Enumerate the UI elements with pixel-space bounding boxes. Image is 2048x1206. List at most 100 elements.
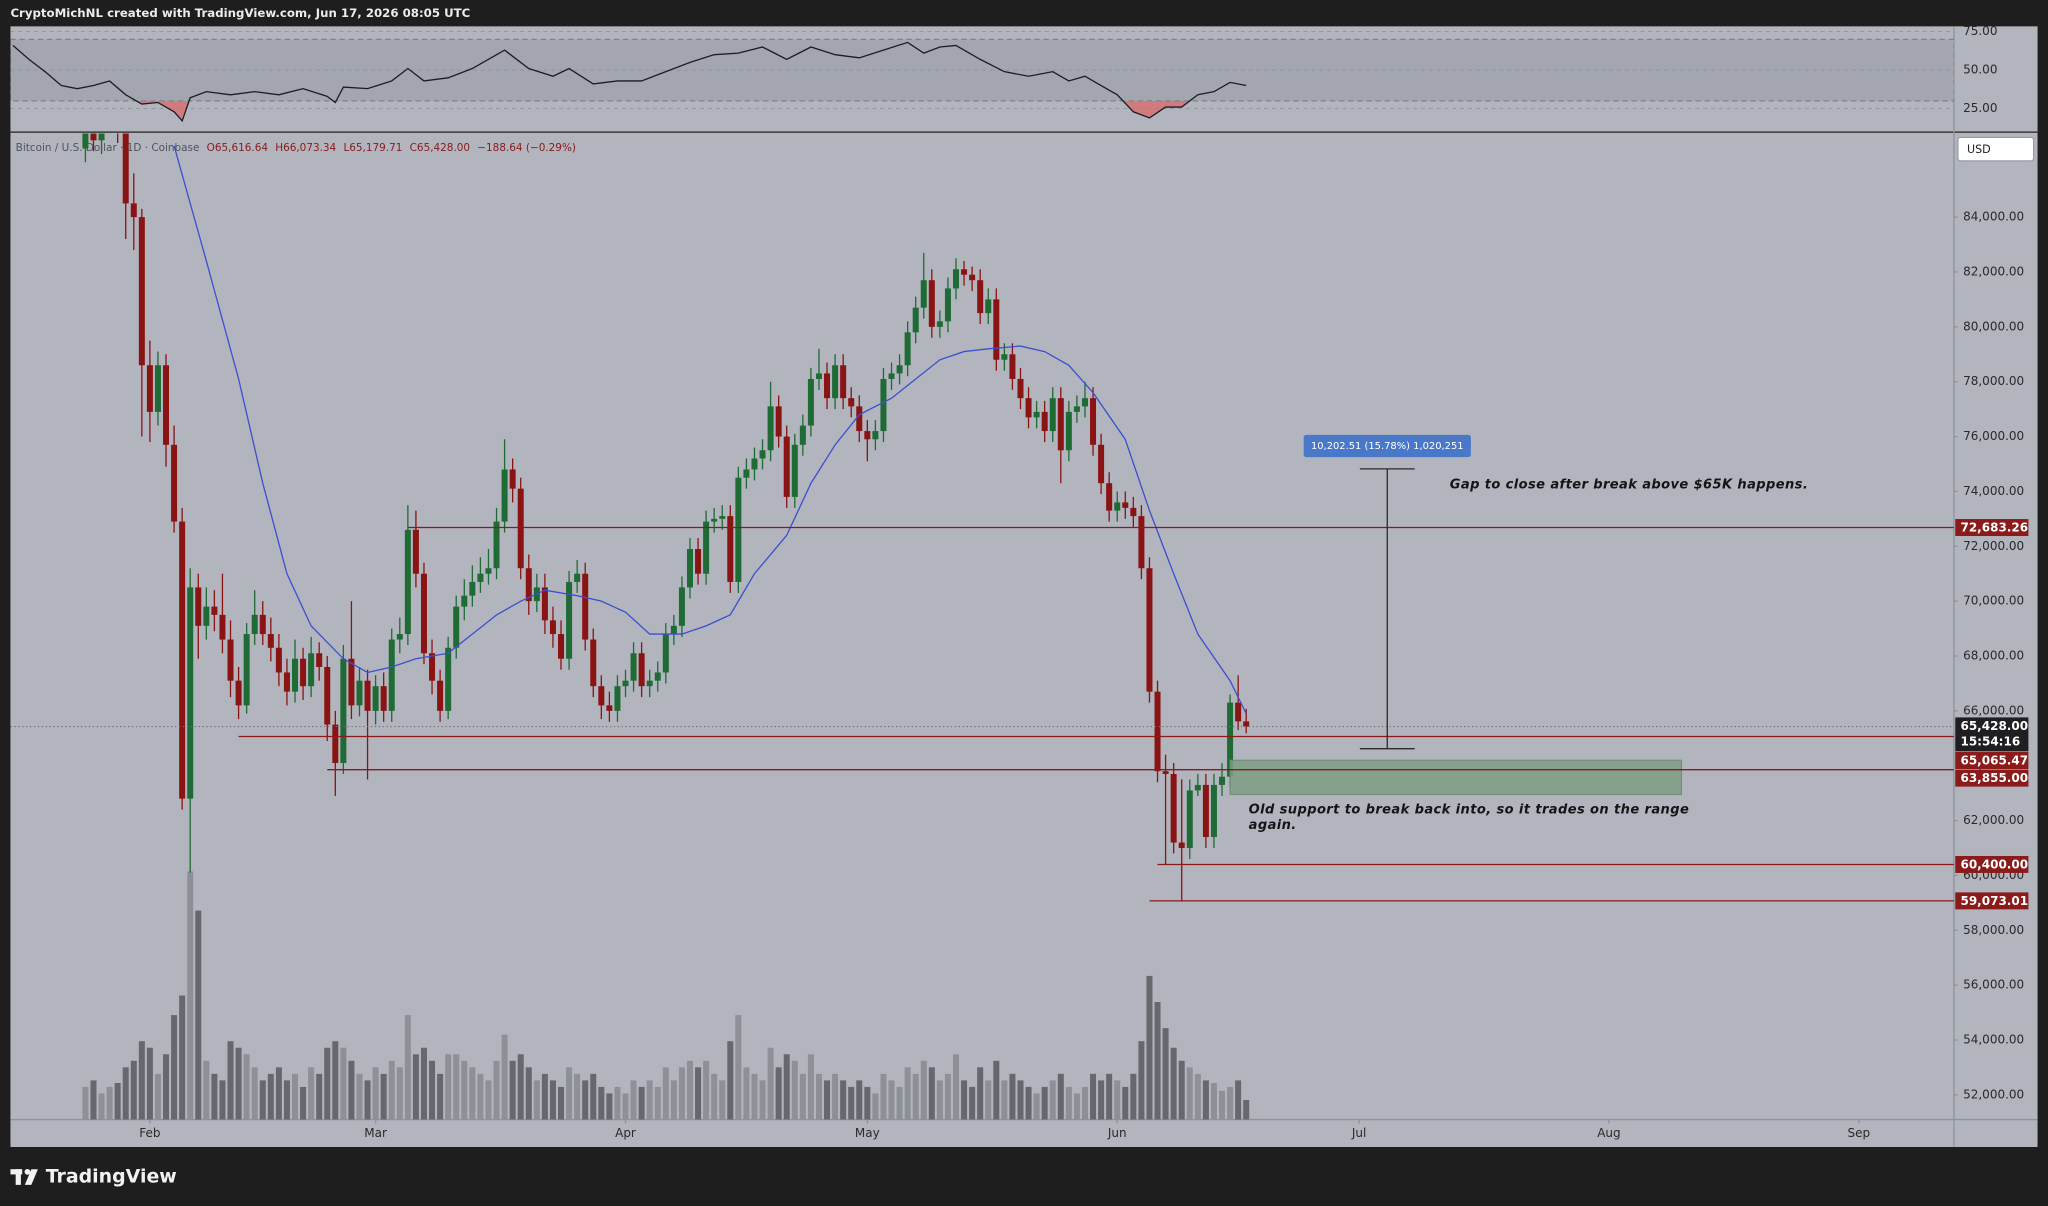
- candle-body: [1001, 354, 1008, 360]
- volume-bar: [1138, 1041, 1145, 1120]
- volume-bar: [686, 1060, 693, 1120]
- candle-body: [912, 307, 919, 333]
- volume-bar: [936, 1080, 943, 1120]
- x-tick-label: Aug: [1597, 1126, 1620, 1140]
- volume-bar: [711, 1073, 718, 1120]
- volume-bar: [888, 1080, 895, 1120]
- volume-bar: [485, 1080, 492, 1120]
- candle-body: [1073, 406, 1080, 412]
- volume-bar: [461, 1060, 468, 1120]
- currency-box[interactable]: [1957, 136, 2035, 162]
- volume-bar: [453, 1054, 460, 1120]
- candle-body: [751, 458, 758, 470]
- candle-body: [872, 431, 879, 440]
- candle-body: [856, 406, 863, 432]
- candle-body: [332, 724, 339, 763]
- volume-bar: [146, 1047, 153, 1120]
- volume-bar: [985, 1080, 992, 1120]
- candle-body: [437, 680, 444, 711]
- volume-bar: [525, 1067, 532, 1120]
- candle-body: [243, 634, 250, 706]
- candle-body: [549, 620, 556, 635]
- candle-body: [791, 444, 798, 497]
- candle-body: [1210, 784, 1217, 838]
- volume-bar: [912, 1073, 919, 1120]
- level-tag: [1955, 769, 2029, 787]
- volume-bar: [1194, 1073, 1201, 1120]
- volume-bar: [388, 1060, 395, 1120]
- candle-body: [453, 606, 460, 648]
- volume-bar: [1210, 1083, 1217, 1120]
- candle-body: [259, 614, 266, 635]
- x-tick-label: Mar: [364, 1126, 387, 1140]
- candle-body: [904, 332, 911, 366]
- volume-bar: [259, 1080, 266, 1120]
- x-tick-label: Jun: [1107, 1126, 1127, 1140]
- level-tag: [1955, 752, 2029, 769]
- volume-bar: [267, 1073, 274, 1120]
- volume-bar: [404, 1015, 411, 1120]
- candle-body: [703, 521, 710, 574]
- candle-body: [896, 365, 903, 374]
- volume-bar: [719, 1080, 726, 1120]
- currency-label[interactable]: USD: [1967, 143, 1991, 156]
- candle-body: [783, 436, 790, 497]
- volume-bar: [630, 1080, 637, 1120]
- volume-bar: [695, 1067, 702, 1120]
- candle-body: [227, 639, 234, 681]
- volume-bar: [291, 1073, 299, 1120]
- candle-body: [1235, 702, 1242, 722]
- volume-bar: [670, 1080, 677, 1120]
- volume-bar: [1130, 1073, 1137, 1120]
- volume-bar: [856, 1080, 863, 1120]
- volume-bar: [1202, 1080, 1209, 1120]
- volume-bar: [154, 1073, 161, 1120]
- volume-bar: [356, 1073, 363, 1120]
- candle-body: [775, 406, 782, 437]
- candle-body: [969, 274, 976, 281]
- candle-body: [98, 133, 105, 141]
- y-tick-label: 58,000.00: [1963, 923, 2024, 937]
- candle-body: [961, 269, 968, 275]
- candle-body: [380, 686, 387, 711]
- candle-body: [815, 373, 822, 379]
- candle-body: [1106, 483, 1113, 511]
- x-tick-label: Jul: [1351, 1126, 1366, 1140]
- volume-bar: [106, 1086, 113, 1120]
- volume-bar: [622, 1093, 629, 1120]
- rsi-plot: [10, 31, 1954, 123]
- candle-body: [493, 521, 500, 569]
- candle-body: [146, 365, 153, 412]
- volume-bar: [727, 1041, 734, 1120]
- candle-body: [993, 299, 1000, 360]
- candle-body: [686, 549, 693, 588]
- candle-body: [1033, 411, 1040, 418]
- candle-body: [985, 299, 992, 314]
- y-tick-label: 82,000.00: [1963, 264, 2024, 278]
- candle-body: [340, 658, 347, 763]
- moving-average: [173, 145, 1247, 714]
- candle-body: [695, 549, 702, 574]
- volume-bar: [1170, 1047, 1177, 1120]
- volume-bar: [1106, 1073, 1113, 1120]
- volume-bar: [283, 1080, 290, 1120]
- candle-body: [1219, 776, 1226, 785]
- candle-body: [743, 469, 750, 478]
- volume-bar: [1146, 975, 1153, 1120]
- candle-body: [1162, 771, 1169, 774]
- volume-bar: [437, 1073, 444, 1120]
- x-tick-label: Feb: [139, 1126, 160, 1140]
- level-tag: [1955, 855, 2029, 873]
- volume-bar: [928, 1067, 935, 1120]
- volume-bar: [90, 1080, 97, 1120]
- volume-bar: [1065, 1086, 1072, 1120]
- volume-bar: [340, 1047, 347, 1120]
- volume-bar: [1219, 1090, 1226, 1120]
- y-tick-label: 80,000.00: [1963, 319, 2024, 333]
- rsi-line: [12, 41, 1247, 123]
- candle-body: [541, 587, 548, 621]
- volume-bar: [1235, 1080, 1242, 1120]
- candle-body: [574, 573, 581, 582]
- volume-bar: [549, 1080, 556, 1120]
- candle-body: [880, 378, 887, 432]
